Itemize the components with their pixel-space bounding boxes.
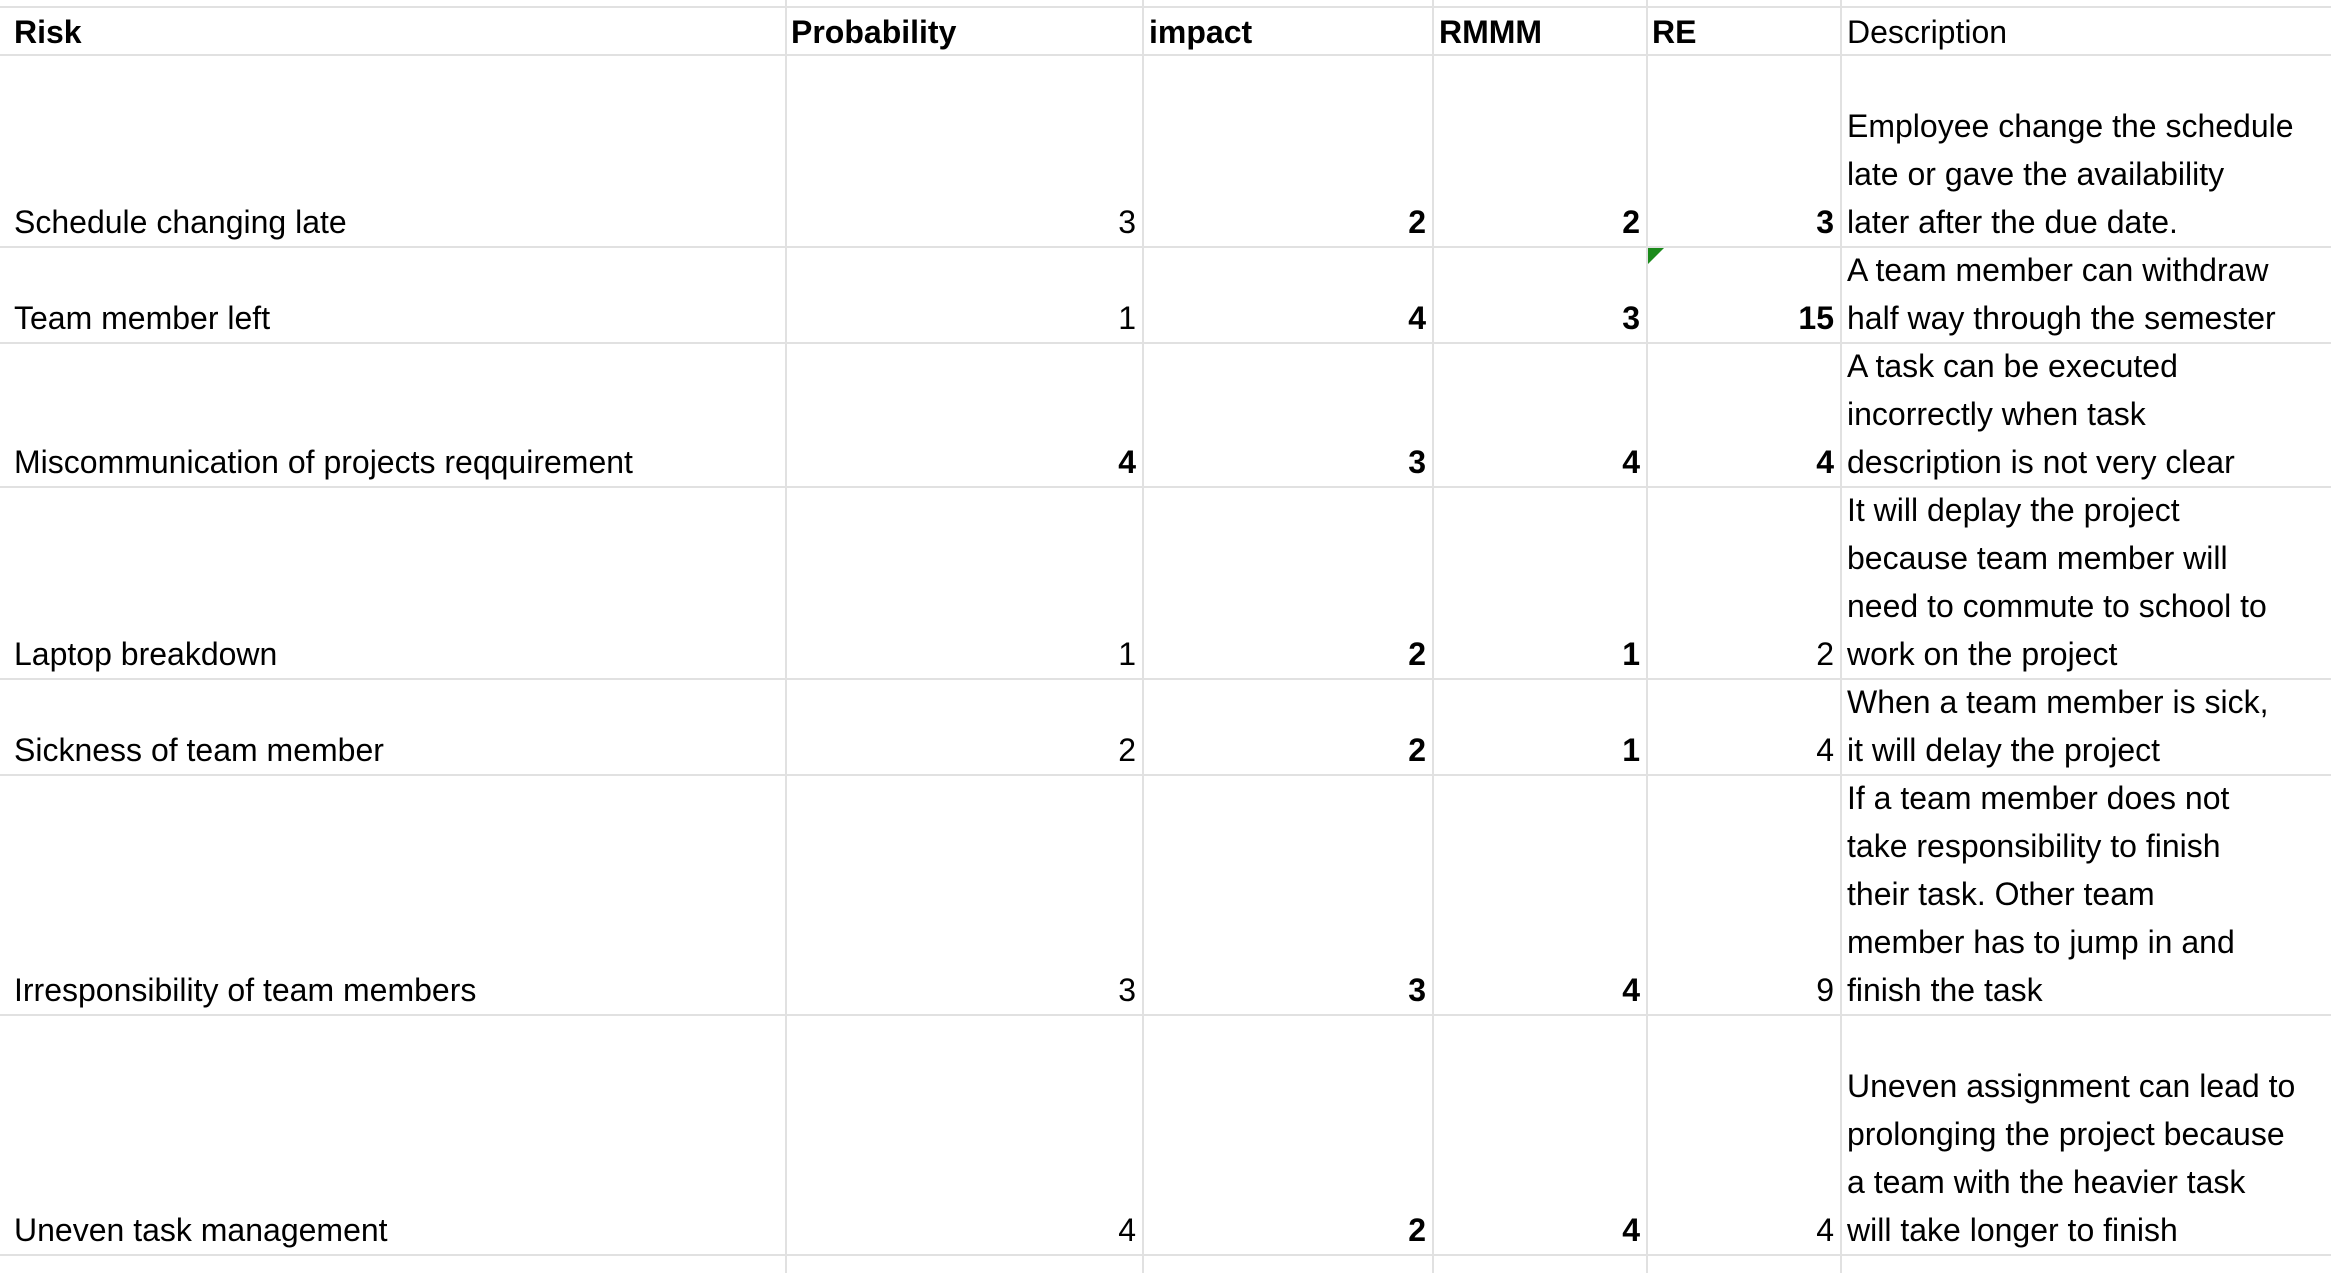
header-impact[interactable]: impact	[1149, 14, 1253, 50]
cell-description[interactable]: When a team member is sick, it will delay…	[1847, 684, 2269, 768]
gridline	[1142, 0, 1144, 1273]
cell-re[interactable]: 4	[1816, 444, 1834, 480]
cell-risk[interactable]: Irresponsibility of team members	[14, 972, 477, 1008]
gridline	[1432, 0, 1434, 1273]
cell-description[interactable]: A team member can withdraw half way throu…	[1847, 252, 2276, 336]
cell-description[interactable]: Employee change the schedule late or gave…	[1847, 108, 2294, 240]
header-description[interactable]: Description	[1847, 14, 2008, 50]
cell-impact[interactable]: 2	[1408, 636, 1426, 672]
cell-impact[interactable]: 2	[1408, 1212, 1426, 1248]
cell-description[interactable]: Uneven assignment can lead to prolonging …	[1847, 1068, 2296, 1248]
cell-description[interactable]: A task can be executed incorrectly when t…	[1847, 348, 2235, 480]
gridline	[0, 1014, 2331, 1016]
comment-indicator-icon[interactable]	[1648, 248, 1664, 264]
gridline	[0, 774, 2331, 776]
cell-probability[interactable]: 3	[1118, 204, 1136, 240]
gridline	[0, 678, 2331, 680]
cell-re[interactable]: 9	[1816, 972, 1834, 1008]
cell-rmmm[interactable]: 4	[1622, 972, 1640, 1008]
gridline	[0, 246, 2331, 248]
gridline	[0, 342, 2331, 344]
cell-impact[interactable]: 3	[1408, 972, 1426, 1008]
gridline	[0, 6, 2331, 8]
cell-probability[interactable]: 2	[1118, 732, 1136, 768]
header-rmmm[interactable]: RMMM	[1439, 14, 1543, 50]
cell-rmmm[interactable]: 1	[1622, 636, 1640, 672]
cell-risk[interactable]: Miscommunication of projects reqquiremen…	[14, 444, 633, 480]
header-risk[interactable]: Risk	[14, 14, 82, 50]
cell-impact[interactable]: 2	[1408, 732, 1426, 768]
gridline	[0, 1254, 2331, 1256]
cell-impact[interactable]: 3	[1408, 444, 1426, 480]
cell-rmmm[interactable]: 3	[1622, 300, 1640, 336]
cell-rmmm[interactable]: 4	[1622, 444, 1640, 480]
cell-re[interactable]: 2	[1816, 636, 1834, 672]
cell-impact[interactable]: 4	[1408, 300, 1426, 336]
cell-rmmm[interactable]: 1	[1622, 732, 1640, 768]
cell-rmmm[interactable]: 4	[1622, 1212, 1640, 1248]
gridline	[1646, 0, 1648, 1273]
gridline	[1840, 0, 1842, 1273]
gridline	[785, 0, 787, 1273]
cell-risk[interactable]: Team member left	[14, 300, 271, 336]
cell-probability[interactable]: 1	[1118, 300, 1136, 336]
cell-re[interactable]: 4	[1816, 732, 1834, 768]
cell-re[interactable]: 15	[1798, 300, 1834, 336]
cell-probability[interactable]: 1	[1118, 636, 1136, 672]
cell-probability[interactable]: 4	[1118, 1212, 1136, 1248]
cell-re[interactable]: 3	[1816, 204, 1834, 240]
cell-risk[interactable]: Sickness of team member	[14, 732, 384, 768]
cell-re[interactable]: 4	[1816, 1212, 1834, 1248]
cell-risk[interactable]: Laptop breakdown	[14, 636, 278, 672]
cell-risk[interactable]: Schedule changing late	[14, 204, 347, 240]
header-re[interactable]: RE	[1652, 14, 1697, 50]
header-probability[interactable]: Probability	[791, 14, 957, 50]
cell-impact[interactable]: 2	[1408, 204, 1426, 240]
cell-rmmm[interactable]: 2	[1622, 204, 1640, 240]
gridline	[0, 54, 2331, 56]
cell-description[interactable]: If a team member does not take responsibi…	[1847, 780, 2235, 1008]
gridline	[0, 486, 2331, 488]
cell-description[interactable]: It will deplay the project because team m…	[1847, 492, 2267, 672]
cell-risk[interactable]: Uneven task management	[14, 1212, 388, 1248]
cell-probability[interactable]: 3	[1118, 972, 1136, 1008]
cell-probability[interactable]: 4	[1118, 444, 1136, 480]
